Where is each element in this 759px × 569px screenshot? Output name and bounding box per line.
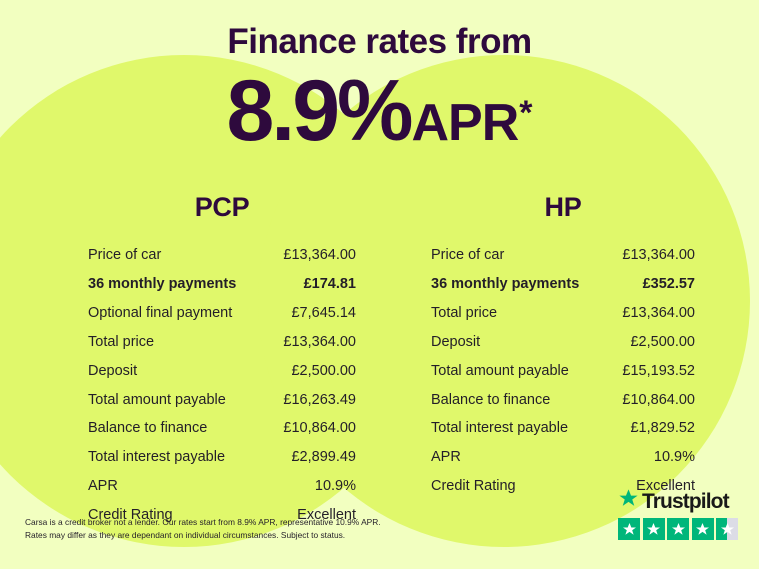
finance-panel-hp: HP Price of car £13,364.00 36 monthly paym… [431,192,695,501]
row-label: Deposit [431,333,481,350]
table-row: 36 monthly payments £352.57 [431,270,695,299]
row-value: Excellent [297,507,356,524]
row-label: Optional final payment [88,304,233,321]
table-row: APR 10.9% [431,443,695,472]
rating-star-2-full [642,518,665,540]
table-row: Balance to finance £10,864.00 [431,385,695,414]
row-label: Total amount payable [431,362,569,379]
row-value: £16,263.49 [283,391,356,408]
trustpilot-wordmark: Trustpilot [618,488,744,514]
row-label: Balance to finance [88,420,208,437]
row-label: Deposit [88,362,138,379]
rating-star-3-full [667,518,689,540]
row-label: 36 monthly payments [88,276,237,293]
panel-title-pcp: PCP [194,192,250,222]
row-value: £15,193.52 [622,362,695,379]
row-label: Total amount payable [88,391,226,408]
row-value: £10,864.00 [283,420,356,437]
row-label: Balance to finance [431,391,551,408]
asterisk-mark: * [519,94,533,132]
panel-title-hp: HP [544,192,582,222]
row-label: Price of car [88,247,162,264]
trustpilot-star-icon [618,488,639,514]
row-label: Credit Rating [431,478,516,495]
row-value: £2,500.00 [630,333,695,350]
row-value: £13,364.00 [283,333,356,350]
table-row: 36 monthly payments £174.81 [88,270,356,299]
row-value: £352.57 [642,276,695,293]
disclaimer-text: Carsa is a credit broker not a lender. O… [25,516,425,542]
row-value: 10.9% [314,478,356,495]
row-value: Excellent [636,478,695,495]
rate-value: 8.9% [226,63,413,159]
table-row: Total interest payable £1,829.52 [431,414,695,443]
table-row: APR 10.9% [88,472,356,501]
headline: Finance rates from [227,22,532,61]
table-row: Price of car £13,364.00 [431,241,695,270]
row-value: £13,364.00 [622,247,695,264]
rating-star-4-full [691,518,714,540]
table-row: Price of car £13,364.00 [88,241,356,270]
table-row: Total price £13,364.00 [88,328,356,357]
row-value: £174.81 [303,276,356,293]
row-value: 10.9% [653,449,695,466]
row-value: £2,899.49 [291,449,356,466]
trustpilot-name: Trustpilot [642,489,730,513]
disclaimer-line-2: Rates may differ as they are dependant o… [25,530,346,541]
header: Finance rates from 8.9% APR * [0,0,759,159]
trustpilot-star-rating [618,518,744,540]
table-row: Credit Rating Excellent [88,501,356,530]
row-label: Credit Rating [88,507,173,524]
rating-star-5-half [716,518,738,540]
table-row: Deposit £2,500.00 [431,328,695,357]
rating-star-1-full [618,518,640,540]
table-row: Balance to finance £10,864.00 [88,414,356,443]
table-row: Credit Rating Excellent [431,472,695,501]
table-row: Total amount payable £15,193.52 [431,357,695,386]
rate-unit: APR [411,94,520,152]
table-row: Total amount payable £16,263.49 [88,385,356,414]
table-row: Deposit £2,500.00 [88,357,356,386]
rate-display: 8.9% APR * [0,63,759,159]
row-value: £2,500.00 [291,362,356,379]
row-label: APR [88,478,118,495]
row-label: Total interest payable [88,449,226,466]
background-circle-right [258,55,750,547]
finance-panel-pcp: PCP Price of car £13,364.00 36 monthly pay… [88,192,356,530]
row-label: 36 monthly payments [431,276,580,293]
table-row: Optional final payment £7,645.14 [88,299,356,328]
finance-table-pcp: Price of car £13,364.00 36 monthly payment… [88,241,356,530]
row-value: £1,829.52 [630,420,695,437]
trustpilot-badge[interactable]: Trustpilot [618,488,744,540]
row-value: £10,864.00 [622,391,695,408]
row-value: £13,364.00 [622,304,695,321]
row-label: Price of car [431,247,505,264]
finance-table-hp: Price of car £13,364.00 36 monthly payment… [431,241,695,501]
row-value: £13,364.00 [283,247,356,264]
table-row: Total price £13,364.00 [431,299,695,328]
row-label: Total price [431,304,498,321]
row-label: APR [431,449,461,466]
table-row: Total interest payable £2,899.49 [88,443,356,472]
disclaimer-line-1: Carsa is a credit broker not a lender. O… [25,517,381,527]
row-label: Total price [88,333,155,350]
row-value: £7,645.14 [291,304,356,321]
row-label: Total interest payable [431,420,569,437]
